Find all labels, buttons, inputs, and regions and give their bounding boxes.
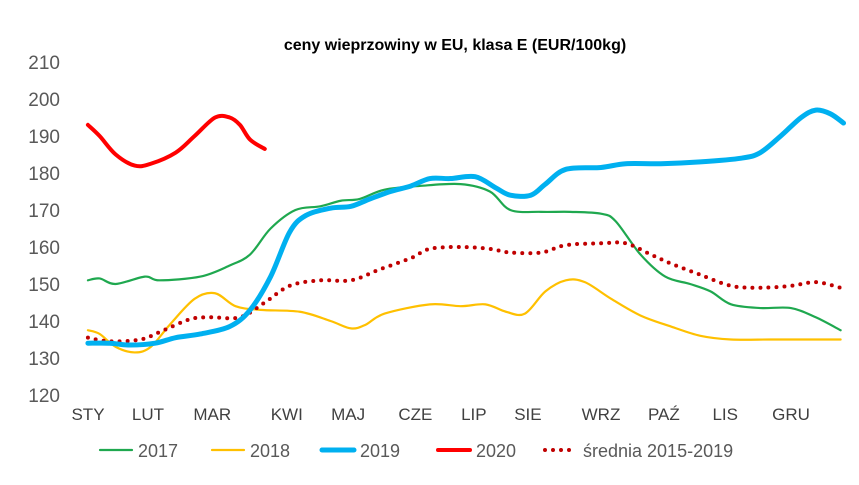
x-tick-label: KWI [271, 405, 303, 424]
series-line-2020 [85, 113, 267, 169]
series-line-2019 [85, 107, 847, 348]
x-tick-label: WRZ [582, 405, 621, 424]
y-tick-label: 210 [28, 53, 60, 74]
x-tick-label: LIS [712, 405, 738, 424]
x-tick-label: GRU [772, 405, 810, 424]
y-tick-label: 180 [28, 164, 60, 185]
x-tick-label: LIP [461, 405, 487, 424]
series-line-2018 [86, 278, 842, 354]
legend-label: 2018 [250, 441, 290, 461]
x-tick-label: STY [71, 405, 104, 424]
y-tick-label: 160 [28, 238, 60, 259]
series-line-2017 [86, 182, 842, 332]
x-tick-label: CZE [398, 405, 432, 424]
y-tick-label: 120 [28, 386, 60, 407]
y-tick-label: 190 [28, 127, 60, 148]
legend-label: 2017 [138, 441, 178, 461]
x-tick-label: MAR [193, 405, 231, 424]
legend-label: średnia 2015-2019 [583, 441, 733, 461]
y-tick-label: 150 [28, 275, 60, 296]
y-tick-label: 130 [28, 349, 60, 370]
x-tick-label: LUT [132, 405, 164, 424]
x-tick-label: MAJ [331, 405, 365, 424]
series-line--rednia-2015-2019 [85, 240, 843, 344]
x-tick-label: PAŹ [648, 405, 680, 424]
y-tick-label: 170 [28, 201, 60, 222]
y-tick-label: 200 [28, 90, 60, 111]
x-tick-label: SIE [514, 405, 541, 424]
legend-label: 2020 [476, 441, 516, 461]
chart-title: ceny wieprzowiny w EU, klasa E (EUR/100k… [284, 37, 626, 54]
legend-label: 2019 [360, 441, 400, 461]
y-tick-label: 140 [28, 312, 60, 333]
